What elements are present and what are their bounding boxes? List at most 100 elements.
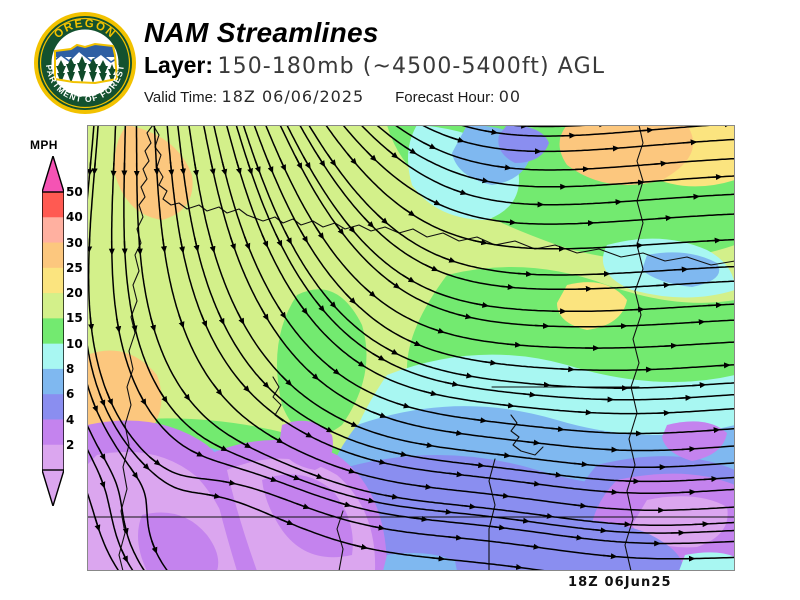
streamline-arrowhead (217, 311, 225, 326)
streamline (324, 125, 735, 250)
streamline-arrowhead (319, 425, 334, 433)
streamline (264, 125, 735, 349)
streamline-arrowhead (629, 306, 645, 313)
streamline-arrowhead (496, 164, 512, 171)
streamline-arrowhead (607, 199, 623, 206)
streamline (286, 125, 735, 313)
streamline-arrowhead (384, 493, 399, 500)
streamline (110, 125, 735, 545)
streamline-arrowhead (115, 318, 122, 334)
streamline-arrowhead (638, 127, 654, 134)
streamline-arrowhead (628, 242, 644, 249)
streamline-arrowhead (577, 409, 593, 416)
streamline-arrowhead (574, 166, 590, 173)
streamline-arrowhead (97, 447, 106, 461)
streamline-arrowhead (691, 382, 707, 389)
streamline-arrowhead (260, 307, 269, 321)
streamline-field (87, 125, 735, 571)
streamline-arrowhead (506, 341, 522, 348)
streamline-arrowhead (261, 234, 269, 248)
streamline-arrowhead (315, 226, 325, 240)
forecast-hour-label: Forecast Hour: (395, 89, 495, 106)
oregon-department-of-forestry-logo: OREGON DEPARTMENT OF FORESTRY (29, 3, 137, 115)
legend-band-2 (42, 444, 64, 471)
streamline-arrowhead (657, 215, 673, 222)
streamline-arrowhead (515, 517, 530, 524)
streamline (502, 125, 602, 128)
page-title: NAM Streamlines (144, 17, 379, 48)
streamline-arrowhead (473, 239, 489, 246)
streamline-arrowhead (538, 512, 554, 519)
title-block: NAM Streamlines Layer: 150-180mb (~4500-… (144, 18, 605, 108)
legend-tick-10: 10 (66, 336, 83, 351)
streamline-arrowhead (238, 440, 252, 449)
streamline-arrowhead (385, 347, 399, 355)
streamline-arrowhead (490, 524, 506, 531)
streamline-arrowhead (681, 489, 697, 496)
streamline-arrowhead (307, 369, 319, 381)
streamline-arrowhead (315, 300, 325, 313)
legend-band-25 (42, 267, 64, 294)
streamline-arrowhead (151, 540, 158, 554)
streamline-arrowhead (277, 306, 287, 319)
streamline-arrowhead (458, 372, 474, 379)
streamline-arrowhead (547, 471, 563, 478)
streamline-arrowhead (715, 362, 731, 369)
legend-title: MPH (30, 138, 58, 152)
streamline-arrowhead (229, 236, 236, 251)
streamline-arrowhead (254, 159, 261, 174)
streamline-arrowhead (120, 549, 128, 563)
legend-tick-40: 40 (66, 210, 83, 225)
streamline-arrowhead (682, 139, 698, 146)
streamline-arrowhead (206, 492, 222, 499)
streamline-arrowhead (221, 161, 228, 176)
streamline-map[interactable] (87, 125, 735, 571)
streamline-arrowhead (370, 524, 386, 531)
valid-time-line: Valid Time: 18Z 06/06/2025 Forecast Hour… (144, 87, 605, 108)
legend-tick-8: 8 (66, 361, 75, 376)
legend-color-bar (41, 155, 65, 507)
streamline-arrowhead (525, 480, 541, 487)
streamline-arrowhead (499, 402, 515, 409)
streamline-arrowhead (499, 283, 515, 290)
streamline-arrowhead (441, 256, 456, 263)
streamline (308, 125, 735, 276)
streamline-arrowhead (629, 179, 645, 186)
streamline (87, 125, 735, 560)
streamline-arrowhead (427, 198, 442, 206)
streamline (212, 125, 735, 435)
streamline-arrowhead (707, 302, 723, 309)
streamline-arrowhead (472, 417, 488, 424)
streamline (87, 125, 552, 571)
streamline-arrowhead (200, 313, 208, 328)
streamline-arrowhead (417, 483, 433, 490)
streamline (242, 125, 735, 389)
streamline-arrowhead (592, 527, 608, 534)
streamline-arrowhead (309, 472, 324, 479)
streamline-arrowhead (91, 160, 98, 176)
streamline-arrowhead (179, 238, 185, 254)
streamline-arrowhead (281, 375, 293, 387)
streamline-arrowhead (424, 264, 439, 272)
streamline-arrowhead (302, 156, 311, 170)
streamline-arrowhead (258, 377, 270, 389)
streamline-arrowhead (294, 156, 303, 170)
streamline-arrowhead (246, 160, 253, 176)
streamline-arrowhead (572, 502, 588, 509)
streamline-arrowhead (403, 145, 417, 155)
streamline-arrowhead (372, 352, 386, 361)
streamline-arrowhead (457, 313, 473, 320)
streamline-arrowhead (482, 359, 498, 366)
layer-line: Layer: 150-180mb (~4500-5400ft) AGL (144, 50, 605, 84)
wind-speed-legend: MPH 50 40 30 25 20 15 10 8 6 4 2 (12, 138, 84, 518)
streamline-arrowhead (136, 240, 143, 256)
streamline-arrowhead (402, 207, 416, 217)
streamline-arrowhead (534, 322, 550, 329)
streamline-arrowhead (235, 160, 242, 175)
streamline-arrowhead (673, 266, 689, 273)
streamline-arrowhead (559, 366, 575, 373)
streamline-arrowhead (180, 160, 186, 176)
streamline-arrowhead (430, 327, 445, 334)
streamline-arrowhead (352, 358, 366, 368)
